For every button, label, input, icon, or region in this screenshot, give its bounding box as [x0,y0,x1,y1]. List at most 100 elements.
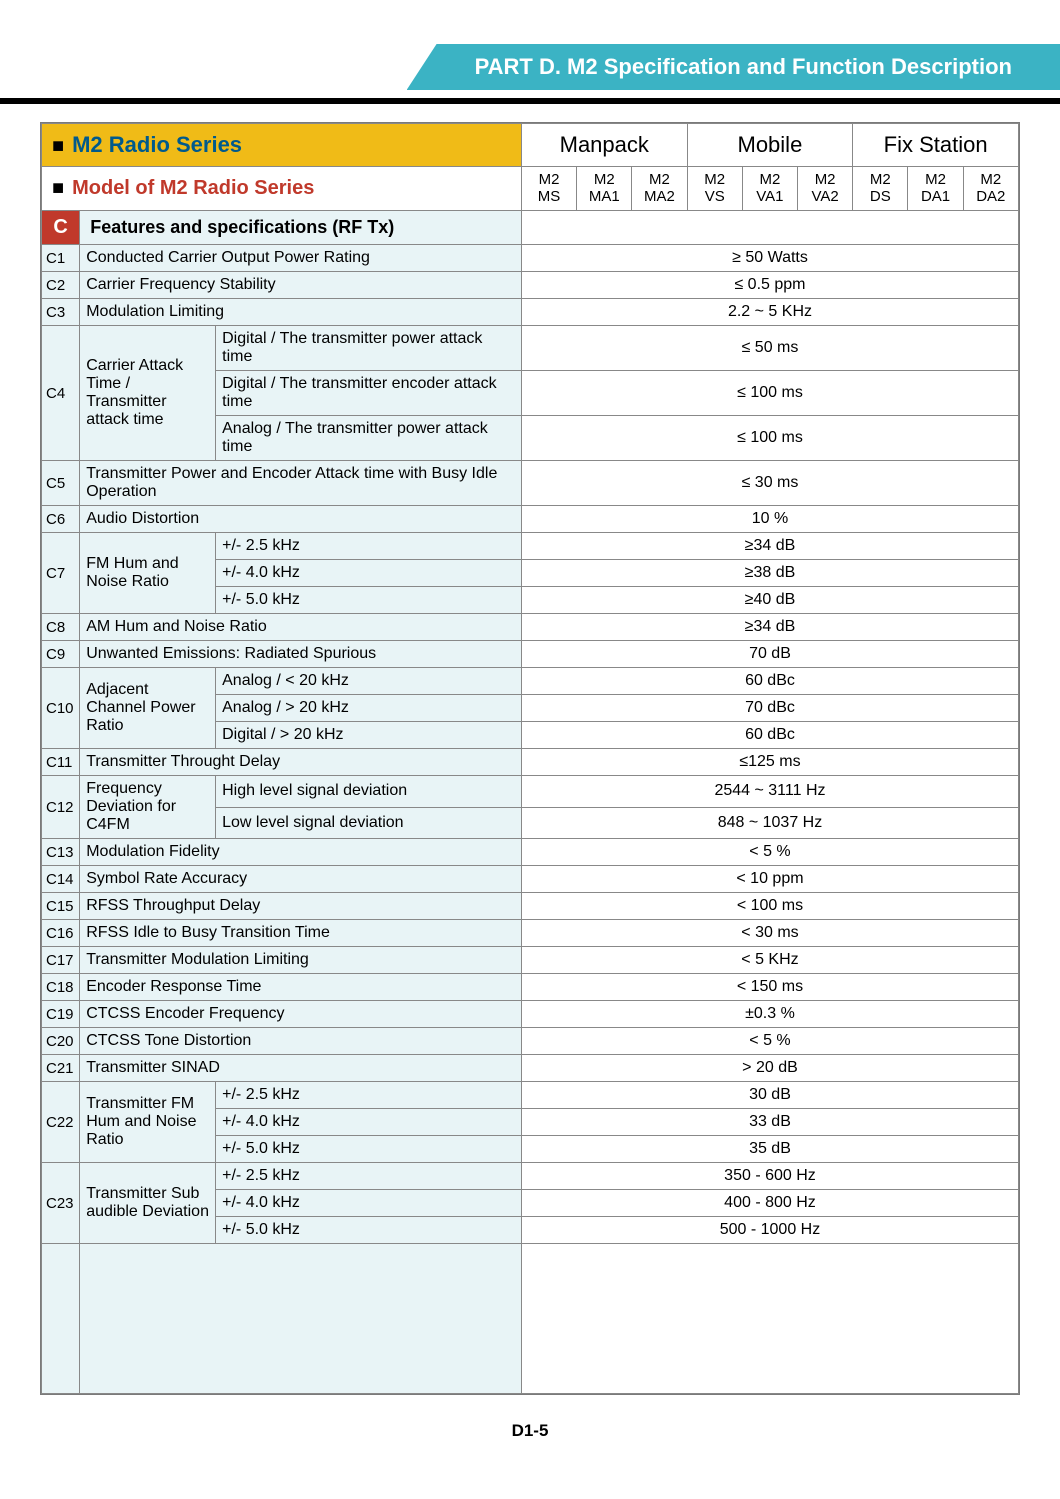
row-subparam: +/- 5.0 kHz [216,1136,522,1163]
row-param: CTCSS Encoder Frequency [80,1001,522,1028]
row-param: Encoder Response Time [80,974,522,1001]
table-row: C12Frequency Deviation for C4FMHigh leve… [42,776,1019,808]
col-m2-ds: M2DS [853,167,908,211]
row-value: ≤125 ms [521,749,1018,776]
header-tab: PART D. M2 Specification and Function De… [407,44,1060,90]
row-value: ≤ 30 ms [521,461,1018,506]
model-row: ■Model of M2 Radio Series M2MS M2MA1 M2M… [42,167,1019,211]
row-subparam: High level signal deviation [216,776,522,808]
spec-table-container: ■M2 Radio Series Manpack Mobile Fix Stat… [40,122,1020,1395]
row-id: C2 [42,272,80,299]
row-param: AM Hum and Noise Ratio [80,614,522,641]
row-param: Carrier Attack Time / Transmitter attack… [80,326,216,461]
row-value: ≤ 100 ms [521,371,1018,416]
section-value-blank [521,211,1018,245]
row-id: C16 [42,920,80,947]
col-m2-ma2: M2MA2 [632,167,687,211]
row-value: ≥34 dB [521,614,1018,641]
row-value: ±0.3 % [521,1001,1018,1028]
divider-bar [0,98,1060,104]
col-m2-va1: M2VA1 [742,167,797,211]
row-id: C3 [42,299,80,326]
row-value: < 5 % [521,1028,1018,1055]
row-value: 70 dBc [521,695,1018,722]
row-id: C5 [42,461,80,506]
row-id: C22 [42,1082,80,1163]
row-value: < 10 ppm [521,866,1018,893]
row-value: ≤ 100 ms [521,416,1018,461]
row-subparam: +/- 2.5 kHz [216,533,522,560]
row-param: Modulation Fidelity [80,839,522,866]
col-m2-vs: M2VS [687,167,742,211]
row-value: ≤ 50 ms [521,326,1018,371]
table-row: C4Carrier Attack Time / Transmitter atta… [42,326,1019,371]
row-subparam: +/- 4.0 kHz [216,1109,522,1136]
row-param: Transmitter FM Hum and Noise Ratio [80,1082,216,1163]
row-param: Transmitter Power and Encoder Attack tim… [80,461,522,506]
row-subparam: Analog / The transmitter power attack ti… [216,416,522,461]
row-value: 60 dBc [521,722,1018,749]
row-value: ≥38 dB [521,560,1018,587]
table-row: C1Conducted Carrier Output Power Rating≥… [42,245,1019,272]
row-subparam: Analog / > 20 kHz [216,695,522,722]
model-title: ■Model of M2 Radio Series [42,167,522,211]
row-subparam: Analog / < 20 kHz [216,668,522,695]
row-id: C20 [42,1028,80,1055]
row-value: 848 ~ 1037 Hz [521,807,1018,839]
row-param: Unwanted Emissions: Radiated Spurious [80,641,522,668]
row-subparam: Digital / > 20 kHz [216,722,522,749]
row-subparam: +/- 2.5 kHz [216,1163,522,1190]
table-row: C23Transmitter Sub audible Deviation+/- … [42,1163,1019,1190]
row-value: < 5 % [521,839,1018,866]
col-m2-da2: M2DA2 [963,167,1018,211]
section-badge: C [42,211,80,245]
row-value: 2544 ~ 3111 Hz [521,776,1018,808]
table-row: C13Modulation Fidelity< 5 % [42,839,1019,866]
row-subparam: +/- 2.5 kHz [216,1082,522,1109]
table-row: C3Modulation Limiting2.2 ~ 5 KHz [42,299,1019,326]
row-param: RFSS Throughput Delay [80,893,522,920]
row-param: Conducted Carrier Output Power Rating [80,245,522,272]
col-m2-ma1: M2MA1 [577,167,632,211]
row-value: 30 dB [521,1082,1018,1109]
row-id: C19 [42,1001,80,1028]
table-row: C21Transmitter SINAD> 20 dB [42,1055,1019,1082]
row-id: C21 [42,1055,80,1082]
table-row: C9Unwanted Emissions: Radiated Spurious7… [42,641,1019,668]
row-param: Symbol Rate Accuracy [80,866,522,893]
row-subparam: Low level signal deviation [216,807,522,839]
row-value: > 20 dB [521,1055,1018,1082]
row-param: Frequency Deviation for C4FM [80,776,216,839]
table-row: C22Transmitter FM Hum and Noise Ratio+/-… [42,1082,1019,1109]
table-row: C5Transmitter Power and Encoder Attack t… [42,461,1019,506]
row-value: 2.2 ~ 5 KHz [521,299,1018,326]
series-title: ■M2 Radio Series [42,124,522,167]
row-param: FM Hum and Noise Ratio [80,533,216,614]
row-id: C18 [42,974,80,1001]
col-m2-va2: M2VA2 [798,167,853,211]
row-id: C10 [42,668,80,749]
table-row: C20CTCSS Tone Distortion< 5 % [42,1028,1019,1055]
series-title-row: ■M2 Radio Series Manpack Mobile Fix Stat… [42,124,1019,167]
row-subparam: +/- 5.0 kHz [216,1217,522,1244]
row-id: C17 [42,947,80,974]
col-m2-ms: M2MS [521,167,576,211]
row-id: C1 [42,245,80,272]
table-row: C19CTCSS Encoder Frequency±0.3 % [42,1001,1019,1028]
row-id: C4 [42,326,80,461]
table-row: C2Carrier Frequency Stability≤ 0.5 ppm [42,272,1019,299]
row-subparam: +/- 5.0 kHz [216,587,522,614]
row-id: C12 [42,776,80,839]
table-row: C18Encoder Response Time< 150 ms [42,974,1019,1001]
row-value: 500 - 1000 Hz [521,1217,1018,1244]
row-param: RFSS Idle to Busy Transition Time [80,920,522,947]
row-id: C13 [42,839,80,866]
row-param: Transmitter Sub audible Deviation [80,1163,216,1244]
row-value: ≤ 0.5 ppm [521,272,1018,299]
row-value: < 150 ms [521,974,1018,1001]
group-head-1: Mobile [687,124,853,167]
row-value: < 5 KHz [521,947,1018,974]
row-subparam: Digital / The transmitter encoder attack… [216,371,522,416]
row-id: C15 [42,893,80,920]
row-value: 35 dB [521,1136,1018,1163]
